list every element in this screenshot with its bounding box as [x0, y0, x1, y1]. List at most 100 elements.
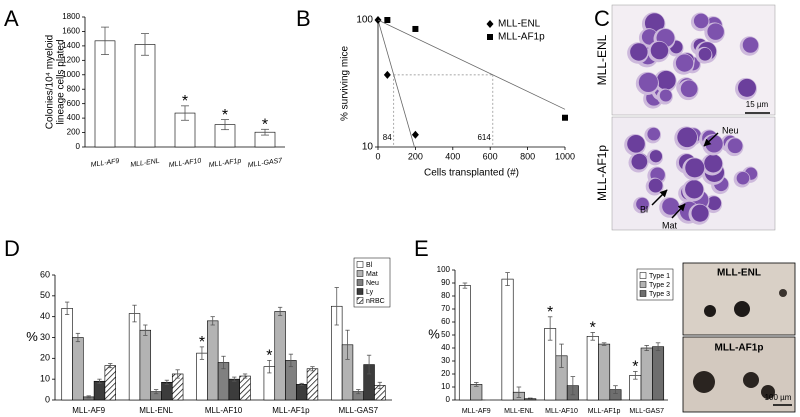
y-tick-label: 20	[40, 353, 50, 363]
scale-label: 100 µm	[765, 393, 792, 402]
y-tick-label: 1000	[62, 70, 80, 79]
y-tick-label: 0	[446, 395, 451, 404]
fit-line	[377, 19, 566, 110]
nucleus	[636, 197, 649, 211]
arrow-label: Neu	[722, 125, 739, 135]
nucleus	[685, 180, 704, 199]
image-label: MLL-AF1p	[595, 145, 609, 201]
nucleus	[649, 150, 663, 163]
bar	[640, 347, 653, 401]
x-axis-label: Cells transplanted (#)	[424, 168, 519, 179]
y-axis-label: %	[26, 329, 38, 344]
nucleus	[627, 134, 645, 153]
bar	[207, 320, 219, 401]
point	[412, 25, 419, 32]
nucleus	[680, 80, 698, 98]
nucleus	[736, 171, 750, 185]
bar	[196, 352, 208, 401]
nucleus	[698, 47, 712, 61]
panel-label: B	[296, 6, 311, 31]
y-tick-label: 100	[356, 15, 373, 26]
micrographs-e	[682, 262, 796, 413]
y-tick-label: 200	[67, 128, 81, 137]
nucleus	[648, 178, 663, 193]
x-tick-label: MLL-AF9	[72, 406, 105, 415]
y-tick-label: 1800	[62, 12, 80, 21]
nucleus	[656, 70, 676, 90]
nucleus	[685, 158, 705, 178]
x-tick-label: MLL-ENL	[139, 406, 173, 415]
x-tick-label: MLL-GAS7	[629, 408, 664, 415]
legend-label: Ly	[366, 289, 374, 296]
panel-label: C	[594, 6, 610, 31]
nucleus	[631, 153, 648, 170]
panel-label: D	[4, 236, 20, 261]
y-tick-label: 10	[362, 142, 374, 153]
y-tick-label: 80	[441, 291, 450, 300]
arrow-label: Mat	[662, 220, 678, 230]
bar	[128, 313, 141, 401]
y-tick-label: 30	[40, 332, 50, 342]
bar	[598, 343, 611, 401]
y-tick-label: 20	[441, 369, 450, 378]
x-tick-label: MLL-ENL	[504, 408, 534, 415]
panel-label: E	[414, 236, 429, 261]
x-tick-label: MLL-AF9	[462, 408, 491, 415]
x-tick-label: MLL-ENL	[130, 158, 160, 169]
legend-label: Mat	[366, 271, 378, 278]
arrow	[651, 189, 668, 206]
legend-marker	[487, 34, 493, 40]
x-tick-label: MLL-AF9	[90, 158, 120, 169]
x-tick-label: 800	[520, 151, 535, 161]
nucleus	[691, 204, 709, 222]
nucleus	[647, 127, 661, 141]
y-tick-label: 30	[441, 356, 450, 365]
point	[411, 130, 419, 139]
y-axis-label: % surviving mice	[340, 46, 351, 121]
y-axis-label: lineage cells plated	[56, 39, 67, 124]
legend-swatch	[639, 272, 647, 279]
nucleus	[659, 89, 672, 102]
image-label: MLL-ENL	[717, 268, 761, 279]
legend-label: MLL-AF1p	[498, 32, 545, 43]
significance: *	[632, 359, 638, 376]
legend-swatch	[356, 270, 364, 277]
y-tick-label: 1200	[62, 55, 80, 64]
colony	[734, 301, 750, 317]
bar	[161, 381, 173, 401]
colony	[693, 371, 715, 393]
y-tick-label: 60	[40, 269, 50, 279]
nucleus	[742, 37, 759, 53]
bar	[306, 368, 319, 401]
y-tick-label: 1600	[62, 27, 80, 36]
bar	[93, 380, 106, 401]
nucleus	[644, 13, 665, 33]
bar	[295, 384, 308, 401]
colony	[761, 385, 775, 399]
significance: *	[590, 320, 596, 337]
nucleus	[738, 78, 756, 97]
legend-swatch	[639, 290, 647, 297]
y-tick-label: 10	[441, 382, 450, 391]
x-tick-label: 400	[445, 151, 460, 161]
legend-swatch	[356, 261, 364, 268]
y-tick-label: 600	[67, 99, 81, 108]
nucleus	[707, 196, 722, 211]
nucleus	[675, 54, 694, 72]
x-tick-label: MLL-AF10	[205, 406, 243, 415]
point	[383, 70, 391, 79]
nucleus	[662, 197, 679, 215]
reference-label: 84	[383, 133, 392, 142]
legend-label: nRBC	[366, 298, 385, 305]
image-label: MLL-AF1p	[715, 343, 764, 354]
x-tick-label: MLL-AF1p	[272, 406, 310, 415]
bar	[652, 346, 665, 401]
legend-marker	[486, 20, 494, 28]
fit-line	[377, 19, 415, 148]
y-tick-label: 0	[76, 142, 81, 151]
bar	[139, 329, 152, 401]
y-axis-label: %	[428, 326, 440, 341]
nucleus	[707, 23, 724, 40]
panel-label: A	[4, 6, 19, 31]
